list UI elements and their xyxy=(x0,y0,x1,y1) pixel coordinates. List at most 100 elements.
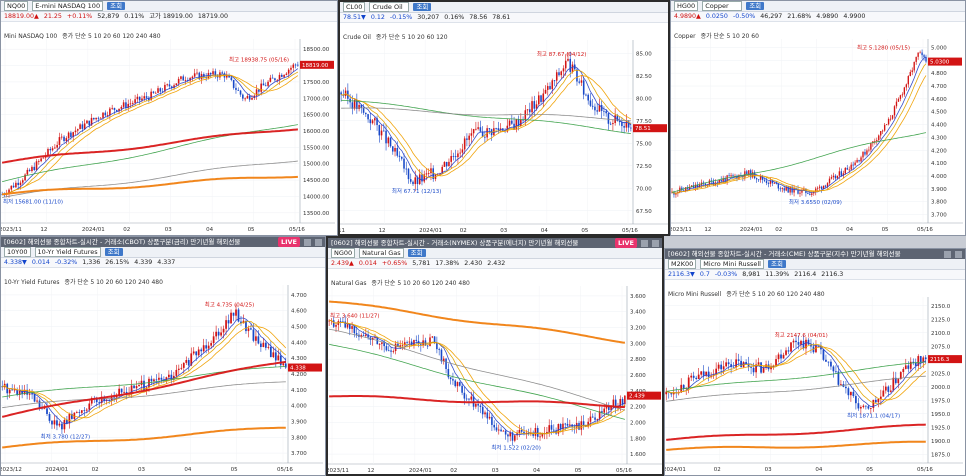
candle-body xyxy=(880,131,882,136)
candle-body xyxy=(475,128,477,130)
chart-pane-crude[interactable]: CL00 Crude Oil 조회 78.51▼ 0.12 -0.15% 30,… xyxy=(338,0,670,236)
candlestick-chart[interactable]: 5.0004.9004.8004.7004.6004.5004.4004.300… xyxy=(671,39,963,233)
symbol-name-field[interactable]: Natural Gas xyxy=(359,248,404,258)
price-chart[interactable]: 5.0004.9004.8004.7004.6004.5004.4004.300… xyxy=(671,39,965,233)
candle-body xyxy=(621,398,624,405)
candle-body xyxy=(882,130,884,132)
candle-body xyxy=(702,371,705,376)
candle-body xyxy=(722,178,724,182)
query-button[interactable]: 조회 xyxy=(413,3,432,11)
minimize-icon[interactable] xyxy=(944,250,951,258)
candle-body xyxy=(468,398,470,400)
query-button[interactable]: 조회 xyxy=(746,2,765,10)
symbol-name-field[interactable]: Copper xyxy=(702,1,743,11)
symbol-name-field[interactable]: Micro Mini Russell xyxy=(700,259,764,269)
price-chart[interactable]: 2150.02125.02100.02075.02050.02025.02000… xyxy=(665,297,965,473)
window-titlebar[interactable]: [0602] 해외선물 종합차트-실시간 - 거래소(CBOT) 상품구분(금리… xyxy=(1,237,325,247)
ma10-line xyxy=(671,63,927,194)
series-legend: Crude Oil 종가 단순 5 10 20 60 120 xyxy=(343,32,448,41)
candle-body xyxy=(150,91,152,101)
window-titlebar[interactable]: [0602] 해외선물 종합차트-실시간 - 거래소(NYMEX) 상품구분(에… xyxy=(328,238,662,248)
candlestick-chart[interactable]: 18500.0018000.0017500.0017000.0016500.00… xyxy=(1,39,335,233)
y-tick-label: 70.00 xyxy=(636,186,652,192)
candle-body xyxy=(497,128,500,131)
candle-body xyxy=(332,320,335,327)
candle-body xyxy=(627,121,630,128)
candle-body xyxy=(143,380,145,391)
y-tick-label: 17000.00 xyxy=(303,96,330,102)
minimize-icon[interactable] xyxy=(304,238,311,246)
close-icon[interactable] xyxy=(652,239,659,247)
live-badge[interactable]: LIVE xyxy=(277,237,300,247)
symbol-code-input[interactable]: CL00 xyxy=(343,2,366,12)
y-tick-label: 4.600 xyxy=(291,309,307,315)
minimize-icon[interactable] xyxy=(641,239,648,247)
symbol-name-field[interactable]: Crude Oil xyxy=(369,2,410,12)
symbol-code-input[interactable]: 10Y00 xyxy=(4,247,31,257)
candle-body xyxy=(282,363,285,366)
query-button[interactable]: 조회 xyxy=(407,249,426,257)
candle-body xyxy=(290,67,292,70)
candle-body xyxy=(830,361,832,367)
candle-body xyxy=(797,188,799,194)
candle-body xyxy=(258,89,260,92)
candle-body xyxy=(905,84,908,88)
change: 0.014 xyxy=(31,259,50,266)
y-tick-label: 2.600 xyxy=(630,373,646,379)
price-chart[interactable]: 4.700 4.600 4.500 4.400 4.300 4.200 4.100 4.000… xyxy=(1,285,325,473)
candlestick-chart[interactable]: 85.00 82.50 80.00 77.50 75.00 72.50 70.00 67.50… xyxy=(340,40,668,234)
candle-body xyxy=(864,151,866,155)
ma-legend: 종가 단순 5 10 20 60 xyxy=(700,33,759,40)
chart-pane-russell[interactable]: [0602] 해외선물 종합차트-실시간 - 거래소(CME) 상품구분(지수)… xyxy=(664,248,966,476)
symbol-code-input[interactable]: NG00 xyxy=(331,248,356,258)
candle-body xyxy=(535,104,538,109)
candle-body xyxy=(566,423,569,426)
window-titlebar[interactable]: [0602] 해외선물 종합차트-실시간 - 거래소(CME) 상품구분(지수)… xyxy=(665,249,965,259)
candle-body xyxy=(367,334,369,338)
chart-pane-natural-gas[interactable]: [0602] 해외선물 종합차트-실시간 - 거래소(NYMEX) 상품구분(에… xyxy=(326,236,664,476)
close-icon[interactable] xyxy=(955,250,962,258)
symbol-code-input[interactable]: HG00 xyxy=(674,1,699,11)
candlestick-chart[interactable]: 2150.02125.02100.02075.02050.02025.02000… xyxy=(665,297,963,473)
candle-body xyxy=(705,371,708,376)
ratio: 11.39% xyxy=(765,271,790,278)
candlestick-chart[interactable]: 3.6003.4003.2003.0002.8002.6002.4002.200… xyxy=(328,286,662,474)
candle-body xyxy=(371,120,374,124)
symbol-code-input[interactable]: M2K00 xyxy=(668,259,697,269)
symbol-name-field[interactable]: E-mini NASDAQ 100 xyxy=(32,1,104,11)
chart-pane-treasury[interactable]: [0602] 해외선물 종합차트-실시간 - 거래소(CBOT) 상품구분(금리… xyxy=(0,236,326,476)
y-tick-label: 72.50 xyxy=(636,164,652,170)
candle-body xyxy=(127,103,130,108)
candle-body xyxy=(187,360,190,366)
close-icon[interactable] xyxy=(315,238,322,246)
ma10-line xyxy=(2,71,299,195)
volume: 52,879 xyxy=(97,13,120,20)
query-button[interactable]: 조회 xyxy=(767,260,786,268)
candle-body xyxy=(403,342,406,346)
y-tick-label: 2.800 xyxy=(630,357,646,363)
candle-body xyxy=(138,96,141,101)
symbol-code-input[interactable]: NQ00 xyxy=(4,1,29,11)
live-badge[interactable]: LIVE xyxy=(614,238,637,248)
candle-body xyxy=(618,120,621,123)
price-chart[interactable]: 3.6003.4003.2003.0002.8002.6002.4002.200… xyxy=(328,286,662,474)
price-chart[interactable]: 18500.0018000.0017500.0017000.0016500.00… xyxy=(1,39,337,233)
y-tick-label: 2150.0 xyxy=(931,304,951,310)
candle-body xyxy=(516,433,518,436)
candle-body xyxy=(6,383,9,394)
candle-body xyxy=(356,100,358,110)
candle-body xyxy=(115,396,118,398)
chart-pane-nasdaq[interactable]: NQ00 E-mini NASDAQ 100 조회 18819.00▲ 21.2… xyxy=(0,0,338,236)
chart-pane-copper[interactable]: HG00 Copper 조회 4.9890▲ 0.0250 -0.50% 46,… xyxy=(670,0,966,236)
price-chart[interactable]: 85.00 82.50 80.00 77.50 75.00 72.50 70.00 67.50… xyxy=(340,40,668,234)
candle-body xyxy=(589,100,592,106)
query-button[interactable]: 조회 xyxy=(107,2,126,10)
candle-body xyxy=(463,392,466,399)
candle-body xyxy=(488,128,491,130)
query-button[interactable]: 조회 xyxy=(104,248,123,256)
candle-body xyxy=(362,335,365,336)
candlestick-chart[interactable]: 4.700 4.600 4.500 4.400 4.300 4.200 4.100 4.000… xyxy=(1,285,323,473)
candle-body xyxy=(569,424,571,426)
ma120-line xyxy=(666,375,926,402)
symbol-name-field[interactable]: 10-Yr Yield Futures xyxy=(34,247,101,257)
